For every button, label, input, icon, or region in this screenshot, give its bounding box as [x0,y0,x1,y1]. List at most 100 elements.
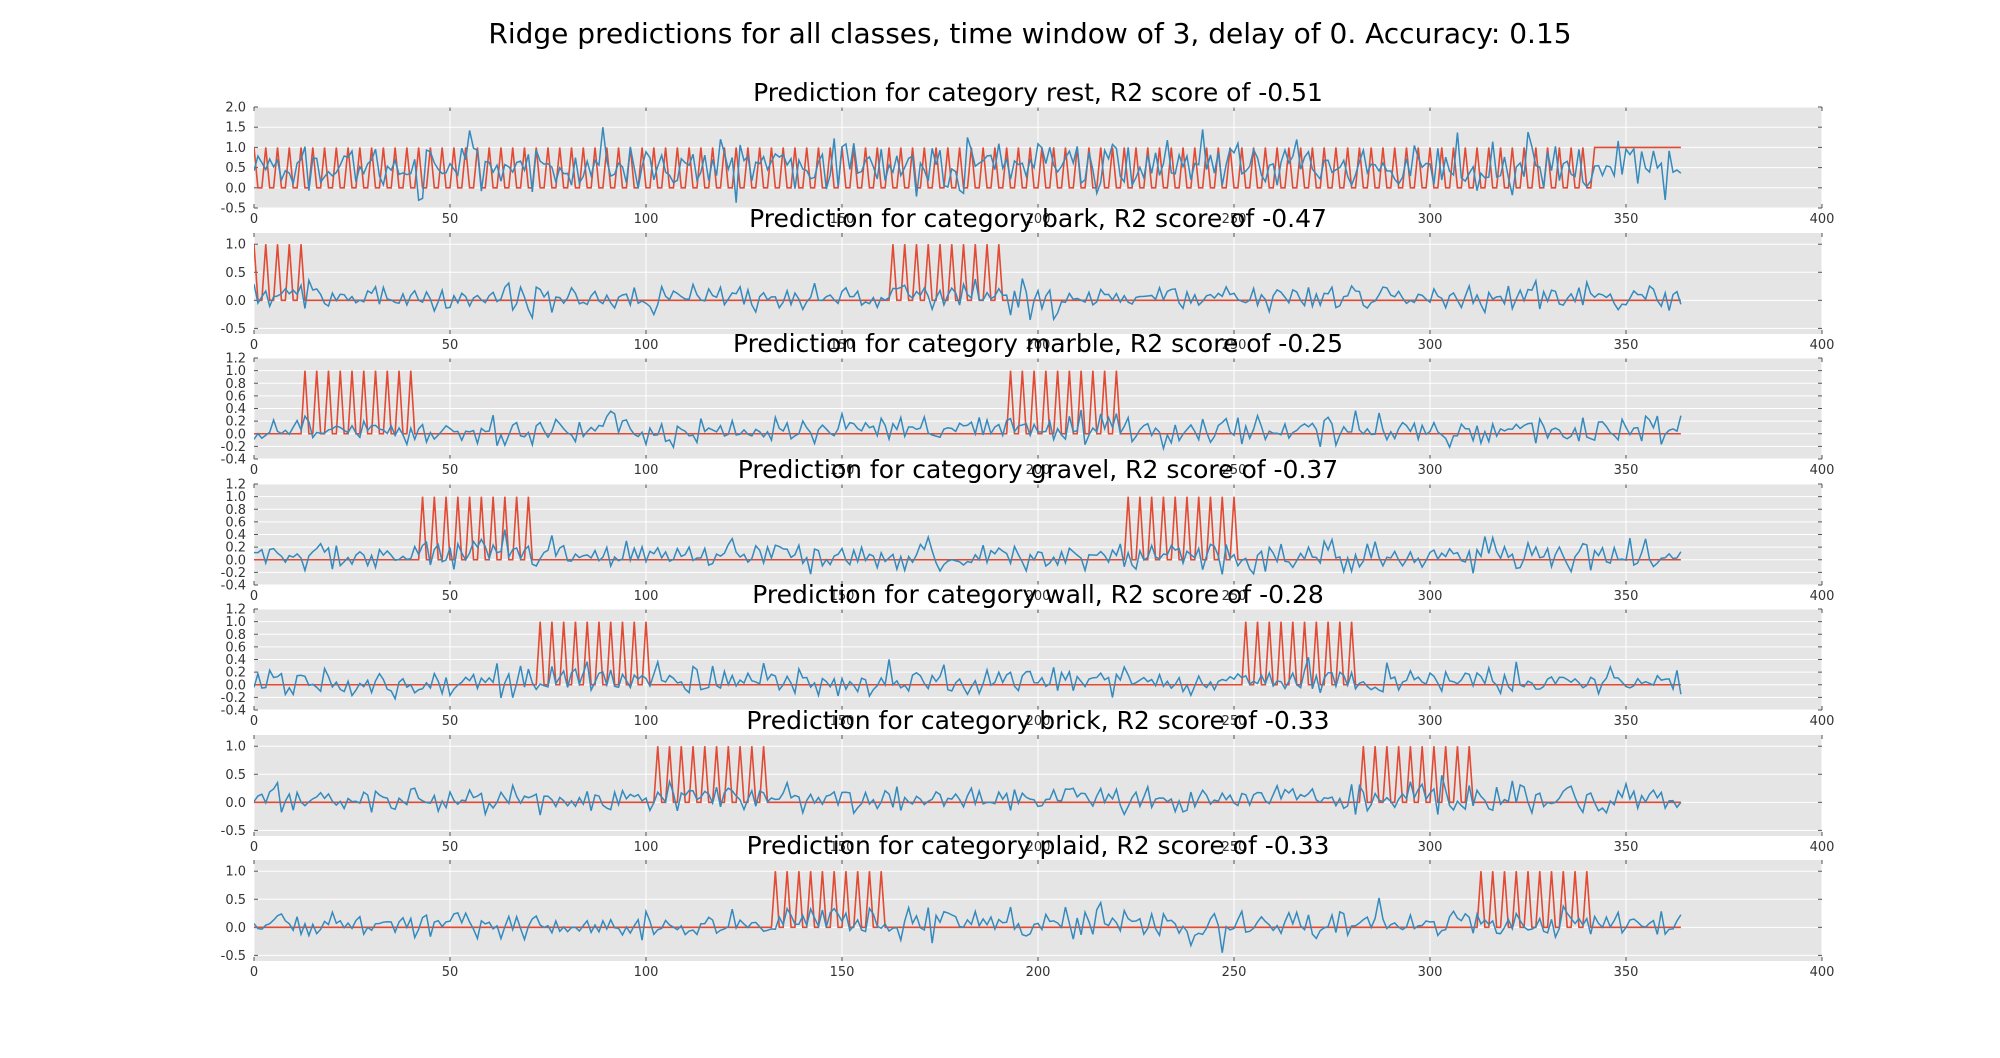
y-tick-label: 0.8 [225,503,246,518]
x-tick-label: 350 [1614,589,1639,604]
y-tick-label: 0.6 [225,640,246,655]
x-tick-label: 100 [634,338,659,353]
x-tick-label: 250 [1222,463,1247,478]
y-tick-label: 0.4 [225,402,246,417]
x-tick-label: 400 [1810,212,1835,227]
y-tick-label: 0.2 [225,666,246,681]
x-tick-label: 0 [250,589,258,604]
y-tick-label: -0.4 [221,453,246,468]
subplot-title: Prediction for category bark, R2 score o… [749,204,1327,233]
y-tick-label: 1.5 [225,121,246,136]
x-tick-label: 100 [634,463,659,478]
x-tick-label: 50 [442,212,459,227]
x-tick-label: 150 [830,212,855,227]
prediction-series-line [254,127,1682,203]
x-tick-label: 250 [1222,589,1247,604]
y-tick-label: 0.2 [225,541,246,556]
x-tick-label: 100 [634,589,659,604]
x-tick-label: 0 [250,965,258,980]
y-tick-label: 2.0 [225,101,246,116]
x-tick-label: 400 [1810,589,1835,604]
prediction-series-line [254,657,1682,701]
subplot-title: Prediction for category plaid, R2 score … [747,831,1330,860]
x-tick-label: 300 [1418,463,1443,478]
x-tick-label: 250 [1222,338,1247,353]
y-tick-label: 0.0 [225,294,246,309]
x-tick-label: 0 [250,714,258,729]
x-tick-label: 300 [1418,338,1443,353]
x-tick-label: 300 [1418,714,1443,729]
subplot-2: 0 50 100 150 200 250 300 350 400-0.4-0.20.00.20.… [221,329,1835,478]
y-tick-label: -0.5 [221,824,246,839]
y-tick-label: 0.8 [225,377,246,392]
y-tick-label: 0.0 [225,553,246,568]
x-tick-label: 400 [1810,714,1835,729]
prediction-series-line [254,409,1682,452]
subplot-title: Prediction for category brick, R2 score … [746,706,1329,735]
y-tick-label: 0.0 [225,427,246,442]
x-tick-label: 250 [1222,714,1247,729]
y-tick-label: -0.4 [221,704,246,719]
y-tick-label: -0.5 [221,949,246,964]
x-tick-label: 50 [442,840,459,855]
y-tick-label: 0.5 [225,266,246,281]
y-tick-label: 1.0 [225,141,246,156]
prediction-series-line [254,277,1682,322]
prediction-series-line [254,897,1682,953]
x-tick-label: 100 [634,714,659,729]
x-tick-label: 300 [1418,840,1443,855]
x-tick-label: 200 [1026,714,1051,729]
x-tick-label: 350 [1614,212,1639,227]
x-tick-label: 400 [1810,840,1835,855]
y-tick-label: 1.0 [225,364,246,379]
x-tick-label: 50 [442,463,459,478]
y-tick-label: -0.2 [221,691,246,706]
x-tick-label: 250 [1222,840,1247,855]
subplot-6: 0 50 100 150 200 250 300 350 400 -0.5 0.0 0.5 1.0 Pre… [221,831,1835,980]
x-tick-label: 50 [442,338,459,353]
y-tick-label: 0.5 [225,893,246,908]
x-tick-label: 100 [634,212,659,227]
x-tick-label: 50 [442,965,459,980]
x-tick-label: 300 [1418,589,1443,604]
x-tick-label: 0 [250,212,258,227]
x-tick-label: 200 [1026,589,1051,604]
prediction-series-line [254,529,1682,576]
x-tick-label: 400 [1810,965,1835,980]
x-tick-label: 300 [1418,212,1443,227]
x-tick-label: 0 [250,840,258,855]
y-tick-label: -0.2 [221,566,246,581]
y-tick-label: 0.0 [225,678,246,693]
x-tick-label: 350 [1614,338,1639,353]
y-tick-label: -0.5 [221,202,246,217]
y-tick-label: -0.5 [221,322,246,337]
x-tick-label: 0 [250,338,258,353]
x-tick-label: 0 [250,463,258,478]
subplot-0: 0 50 100 150 200 250 300 350 400 -0.5 0.0 0.5 1.0 1.5… [221,78,1835,227]
y-tick-label: 0.4 [225,528,246,543]
subplot-title: Prediction for category rest, R2 score o… [753,78,1323,107]
x-tick-label: 350 [1614,965,1639,980]
y-tick-label: 0.6 [225,389,246,404]
subplot-title: Prediction for category wall, R2 score o… [752,580,1324,609]
y-tick-label: 0.6 [225,515,246,530]
x-tick-label: 150 [830,463,855,478]
target-series-line [254,146,1681,189]
y-tick-label: 0.0 [225,181,246,196]
y-tick-label: 0.8 [225,628,246,643]
prediction-series-line [254,775,1682,817]
x-tick-label: 150 [830,338,855,353]
y-tick-label: 1.0 [225,490,246,505]
subplot-title: Prediction for category marble, R2 score… [733,329,1343,358]
x-tick-label: 400 [1810,338,1835,353]
y-tick-label: 0.0 [225,796,246,811]
target-series-line [254,370,1681,435]
y-tick-label: 0.0 [225,921,246,936]
y-tick-label: 1.2 [225,352,246,367]
y-tick-label: 1.0 [225,865,246,880]
x-tick-label: 200 [1026,338,1051,353]
y-tick-label: -0.2 [221,440,246,455]
x-tick-label: 100 [634,965,659,980]
x-tick-label: 200 [1026,463,1051,478]
